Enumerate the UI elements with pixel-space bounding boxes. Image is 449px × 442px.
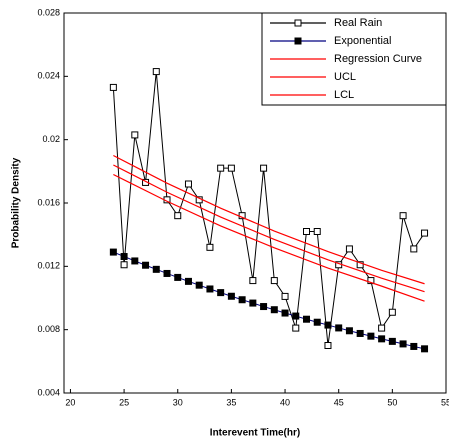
legend: Real Rain Exponential Regression Curve UCL L… [261,12,447,106]
marker [217,289,225,297]
marker [131,257,139,265]
marker [303,228,311,235]
marker [238,296,246,304]
marker [367,332,375,340]
marker [421,229,429,237]
series-line [113,173,425,302]
legend-label: Real Rain [334,17,382,29]
marker [281,309,289,317]
marker [227,164,235,172]
x-tick-label: 50 [387,397,397,407]
marker [410,342,418,350]
marker [249,277,257,285]
marker [206,243,214,251]
x-tick-label: 55 [441,397,449,407]
marker [388,337,396,345]
marker [292,312,300,320]
marker [421,345,429,353]
y-axis-label: Probability Density [11,157,22,248]
marker [163,269,171,277]
marker [313,228,321,235]
x-tick-label: 45 [334,397,344,407]
marker [184,180,192,188]
y-tick-label: 0.004 [37,387,60,397]
legend-label: LCL [334,89,354,101]
marker [313,318,321,326]
marker [152,68,160,76]
marker [260,303,268,311]
marker [324,342,332,349]
marker [131,131,139,139]
marker [120,261,128,269]
marker [378,324,386,332]
marker [184,277,192,285]
x-tick-label: 35 [226,397,236,407]
x-axis-label: Interevent Time(hr) [210,428,300,439]
series-line [113,251,425,350]
y-tick-label: 0.012 [37,261,60,271]
x-tick-label: 40 [280,397,290,407]
marker [120,253,128,261]
marker [109,248,117,256]
series-line [113,164,425,293]
marker [249,299,257,307]
marker [217,164,225,172]
marker [270,277,278,285]
marker [345,327,353,335]
marker [335,324,343,332]
series-line [112,71,425,346]
series-line [113,154,425,285]
marker [174,212,182,220]
marker [260,164,268,172]
marker [142,261,150,269]
y-tick-label: 0.028 [37,7,60,17]
marker [410,245,418,253]
marker [195,281,203,289]
legend-marker [294,37,302,45]
marker [152,265,160,273]
y-tick-label: 0.008 [37,324,60,334]
marker [206,285,214,293]
legend-marker [294,19,302,27]
marker [324,321,332,329]
marker [399,212,407,220]
y-tick-label: 0.016 [37,197,60,207]
marker [292,324,300,332]
y-tick-label: 0.02 [42,134,60,144]
marker [109,83,117,91]
marker [399,340,407,348]
marker [270,306,278,314]
legend-label: Regression Curve [334,53,422,65]
marker [378,335,386,343]
marker [356,261,364,269]
marker [227,292,235,300]
marker [367,277,375,285]
marker [388,308,396,316]
marker [281,292,289,300]
y-tick-label: 0.024 [37,71,60,81]
x-tick-label: 20 [65,397,75,407]
marker [174,273,182,281]
marker [303,315,311,323]
legend-label: Exponential [334,35,392,47]
marker [356,329,364,337]
legend-label: UCL [334,71,356,83]
x-tick-label: 25 [119,397,129,407]
marker [345,245,353,253]
x-tick-label: 30 [173,397,183,407]
